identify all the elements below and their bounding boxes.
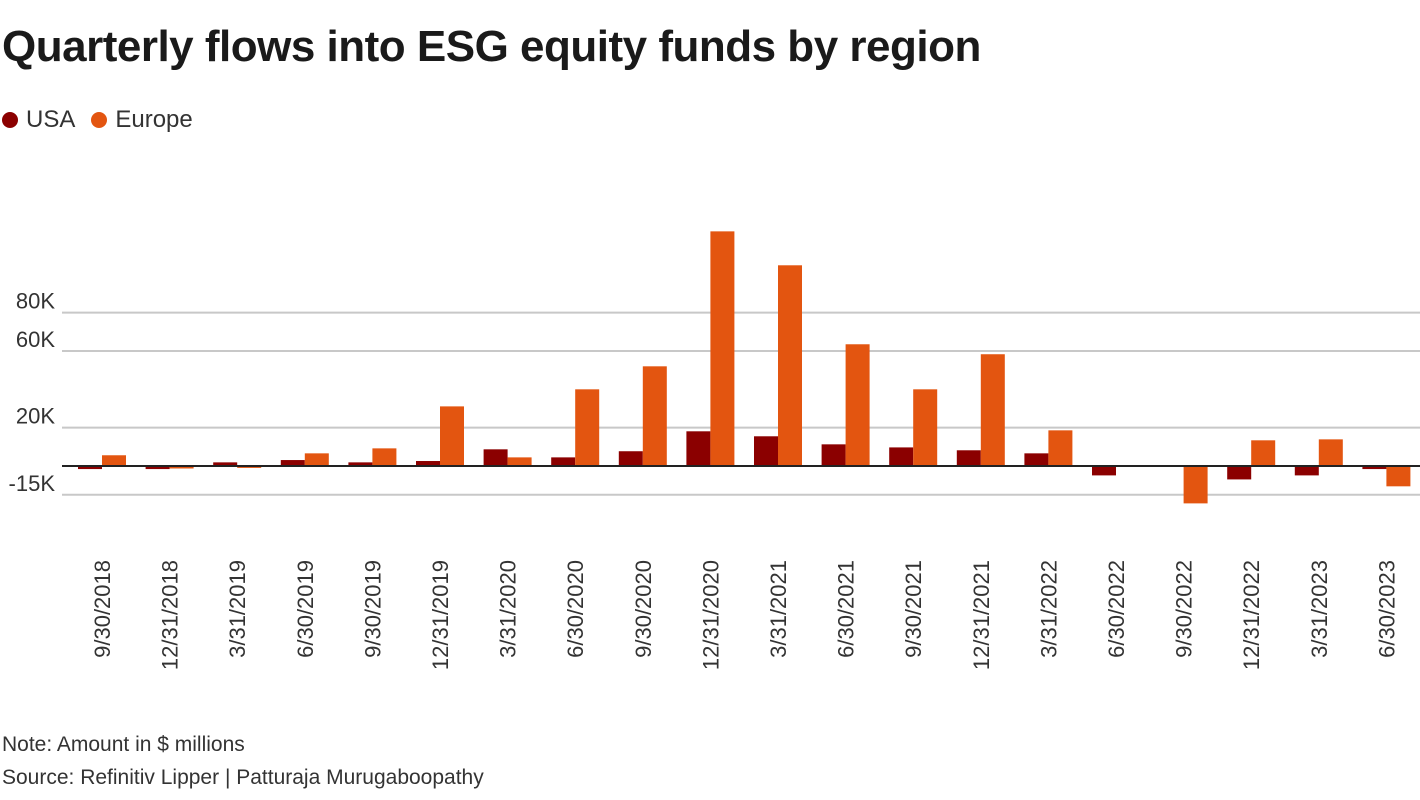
x-tick-label: 6/30/2020 (563, 560, 588, 658)
bar-europe (440, 406, 464, 466)
legend-swatch-europe (91, 112, 108, 128)
bar-usa (889, 447, 914, 466)
x-tick-label: 6/30/2019 (293, 560, 318, 658)
bar-usa (213, 462, 238, 466)
legend: USA Europe (2, 106, 201, 134)
x-tick-label: 3/31/2020 (496, 560, 521, 658)
x-tick-label: 12/31/2020 (698, 560, 723, 670)
x-tick-label: 3/31/2023 (1307, 560, 1332, 658)
chart-title: Quarterly flows into ESG equity funds by… (2, 22, 981, 71)
bar-usa (1227, 466, 1252, 480)
x-tick-label: 12/31/2018 (158, 560, 183, 670)
x-tick-label: 6/30/2023 (1374, 560, 1399, 658)
bar-usa (1362, 466, 1387, 470)
bar-europe (1183, 466, 1208, 504)
bar-europe (778, 265, 802, 466)
x-tick-label: 12/31/2021 (969, 560, 994, 670)
x-tick-label: 6/30/2021 (834, 560, 859, 658)
bar-usa (483, 449, 508, 466)
bar-europe (642, 366, 667, 466)
bar-usa (1092, 466, 1116, 476)
bar-europe (102, 455, 126, 466)
x-tick-label: 3/31/2019 (225, 560, 250, 658)
x-tick-label: 3/31/2021 (766, 560, 791, 658)
legend-item-europe: Europe (91, 106, 193, 134)
bar-usa (1294, 466, 1319, 476)
bar-usa (821, 444, 846, 466)
legend-item-usa: USA (2, 106, 75, 134)
x-tick-label: 12/31/2022 (1239, 560, 1264, 670)
chart-plot: 80K 60K 20K -15K 9/30/2018 12/31/2018 3/31/201… (9, 231, 1420, 670)
bar-usa (551, 457, 576, 466)
legend-label-usa: USA (26, 106, 76, 133)
x-tick-label: 6/30/2022 (1104, 560, 1129, 658)
y-tick-label: -15K (9, 471, 56, 496)
bar-europe (1251, 440, 1276, 466)
bar-usa (145, 466, 170, 470)
bar-usa (280, 460, 305, 466)
x-tick-label: 9/30/2022 (1172, 560, 1197, 658)
bar-usa (348, 462, 373, 466)
bar-europe (980, 354, 1005, 466)
y-tick-label: 60K (16, 327, 55, 352)
bar-usa (956, 450, 981, 466)
bar-usa (1024, 453, 1049, 466)
bar-usa (686, 431, 711, 466)
bar-europe (710, 231, 735, 466)
x-tick-label: 9/30/2021 (901, 560, 926, 658)
chart-note: Note: Amount in $ millions (2, 733, 245, 756)
bar-usa (754, 436, 778, 466)
bar-europe (575, 389, 600, 466)
x-tick-label: 12/31/2019 (428, 560, 453, 670)
bar-europe (169, 466, 194, 469)
x-tick-label: 3/31/2022 (1036, 560, 1061, 658)
bar-europe (507, 457, 532, 466)
x-tick-label: 9/30/2020 (631, 560, 656, 658)
legend-label-europe: Europe (115, 106, 193, 133)
bar-europe (372, 448, 397, 466)
bar-usa (416, 461, 440, 466)
bar-europe (1386, 466, 1411, 487)
bar-europe (1318, 439, 1343, 466)
bar-europe (845, 344, 870, 466)
y-tick-label: 20K (16, 404, 55, 429)
bar-europe (1048, 430, 1073, 466)
bar-europe (913, 389, 938, 466)
bar-usa (618, 451, 643, 466)
bar-usa (78, 466, 102, 470)
legend-swatch-usa (2, 112, 18, 128)
y-tick-label: 80K (16, 289, 55, 314)
chart-source: Source: Refinitiv Lipper | Patturaja Mur… (2, 766, 484, 789)
x-tick-label: 9/30/2019 (360, 560, 385, 658)
x-tick-label: 9/30/2018 (90, 560, 115, 658)
bar-europe (304, 453, 329, 466)
